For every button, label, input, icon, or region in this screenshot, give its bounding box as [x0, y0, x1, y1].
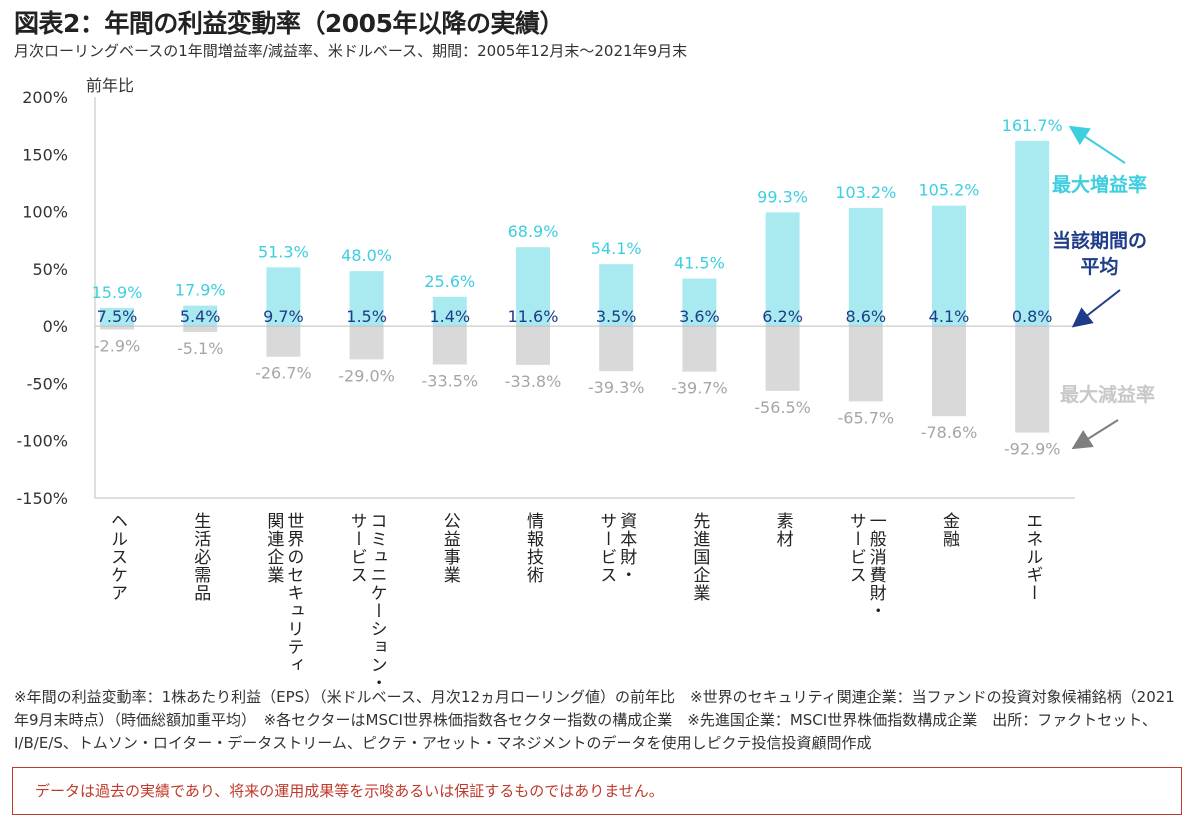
data-label-avg: 8.6% [845, 307, 886, 326]
data-label-min: -92.9% [1004, 440, 1061, 459]
y-tick-label: 50% [32, 260, 68, 279]
data-label-max: 41.5% [674, 254, 725, 273]
bar-max [599, 264, 634, 327]
legend-avg: 当該期間の 平均 [1052, 230, 1148, 278]
bar-min [516, 326, 550, 365]
data-label-max: 51.3% [258, 242, 309, 261]
category-label: エネルギー [1022, 512, 1043, 602]
y-tick-label: 0% [43, 317, 68, 336]
chart-subtitle: 月次ローリングベースの1年間増益率/減益率、米ドルベース、期間：2005年12月… [14, 42, 688, 60]
data-label-min: -65.7% [837, 408, 894, 427]
data-label-avg: 0.8% [1012, 307, 1053, 326]
bar-max [765, 212, 800, 327]
data-label-min: -56.5% [754, 398, 811, 417]
data-label-avg: 3.5% [596, 307, 637, 326]
bar-min [266, 326, 301, 357]
y-tick-label: 150% [22, 145, 68, 164]
disclaimer-box: データは過去の実績であり、将来の運用成果等を示唆あるいは保証するものではありませ… [12, 767, 1182, 815]
data-label-min: -26.7% [255, 364, 312, 383]
data-label-min: -33.5% [421, 372, 478, 391]
arrow-avg-icon [1071, 289, 1121, 328]
y-tick-label: -50% [27, 374, 68, 393]
data-label-max: 17.9% [175, 281, 226, 300]
category-label: 素材 [772, 512, 793, 548]
category-label: 情報技術 [523, 512, 543, 584]
data-label-avg: 3.6% [679, 307, 720, 326]
data-label-avg: 6.2% [762, 307, 803, 326]
category-label: ヘルスケア [107, 512, 127, 602]
data-label-max: 15.9% [92, 283, 143, 302]
arrow-min-icon [1071, 419, 1119, 450]
y-tick-label: -100% [16, 432, 68, 451]
bar-max [100, 307, 134, 327]
data-label-min: -33.8% [505, 372, 562, 391]
data-label-min: -39.3% [588, 378, 645, 397]
bar-max [848, 207, 883, 327]
data-label-min: -78.6% [921, 423, 978, 442]
bar-max [432, 296, 467, 327]
category-label: 一般消費財・ サービス [845, 512, 886, 620]
data-label-max: 48.0% [341, 246, 392, 265]
bar-max [932, 205, 966, 327]
data-label-max: 54.1% [591, 239, 642, 258]
data-label-max: 103.2% [835, 183, 896, 202]
category-label: 資本財・ サービス [596, 512, 637, 584]
data-label-avg: 5.4% [180, 307, 221, 326]
category-label: コミュニケーション・ サービス [346, 512, 387, 692]
data-label-avg: 7.5% [97, 307, 138, 326]
data-label-min: -39.7% [671, 379, 728, 398]
legend-min: 最大減益率 [1060, 384, 1156, 406]
bar-min [349, 326, 384, 360]
bar-min [100, 326, 134, 330]
category-label: 先進国企業 [689, 512, 710, 602]
footnotes: ※年間の利益変動率：1株あたり利益（EPS）（米ドルベース、月次12ヵ月ローリン… [14, 688, 1175, 752]
bar-max [266, 267, 301, 327]
data-label-max: 25.6% [424, 272, 475, 291]
data-label-max: 161.7% [1002, 116, 1063, 135]
bar-min [765, 326, 800, 391]
data-label-avg: 9.7% [263, 307, 304, 326]
data-label-avg: 4.1% [929, 307, 970, 326]
data-label-avg: 1.5% [346, 307, 387, 326]
y-tick-label: 100% [22, 203, 68, 222]
bar-min [932, 326, 966, 417]
category-label: 金融 [939, 512, 959, 548]
arrow-max-icon [1068, 125, 1126, 164]
chart-title: 図表2：年間の利益変動率（2005年以降の実績） [14, 9, 564, 38]
data-label-avg: 11.6% [508, 307, 559, 326]
bar-max [516, 247, 550, 327]
data-label-avg: 1.4% [429, 307, 470, 326]
bar-min [848, 326, 883, 402]
y-axis-label: 前年比 [86, 76, 135, 95]
bar-min [183, 326, 218, 332]
data-label-min: -29.0% [338, 366, 395, 385]
data-label-max: 99.3% [757, 187, 808, 206]
bar-max [349, 271, 384, 327]
bar-max [682, 278, 717, 327]
bar-max [1015, 140, 1050, 327]
category-label: 世界のセキュリティ 関連企業 [263, 512, 304, 674]
data-label-max: 105.2% [918, 181, 979, 200]
bar-min [1015, 326, 1050, 433]
data-label-min: -2.9% [94, 336, 140, 355]
category-label: 公益事業 [439, 512, 460, 584]
category-label: 生活必需品 [190, 512, 211, 602]
data-label-min: -5.1% [177, 339, 223, 358]
data-label-max: 68.9% [508, 222, 559, 241]
bar-min [432, 326, 467, 365]
bar-max [183, 305, 218, 327]
bar-min [599, 326, 634, 372]
bar-min [682, 326, 717, 372]
legend-max: 最大増益率 [1052, 174, 1148, 196]
y-tick-label: -150% [16, 489, 68, 508]
y-tick-label: 200% [22, 88, 68, 107]
